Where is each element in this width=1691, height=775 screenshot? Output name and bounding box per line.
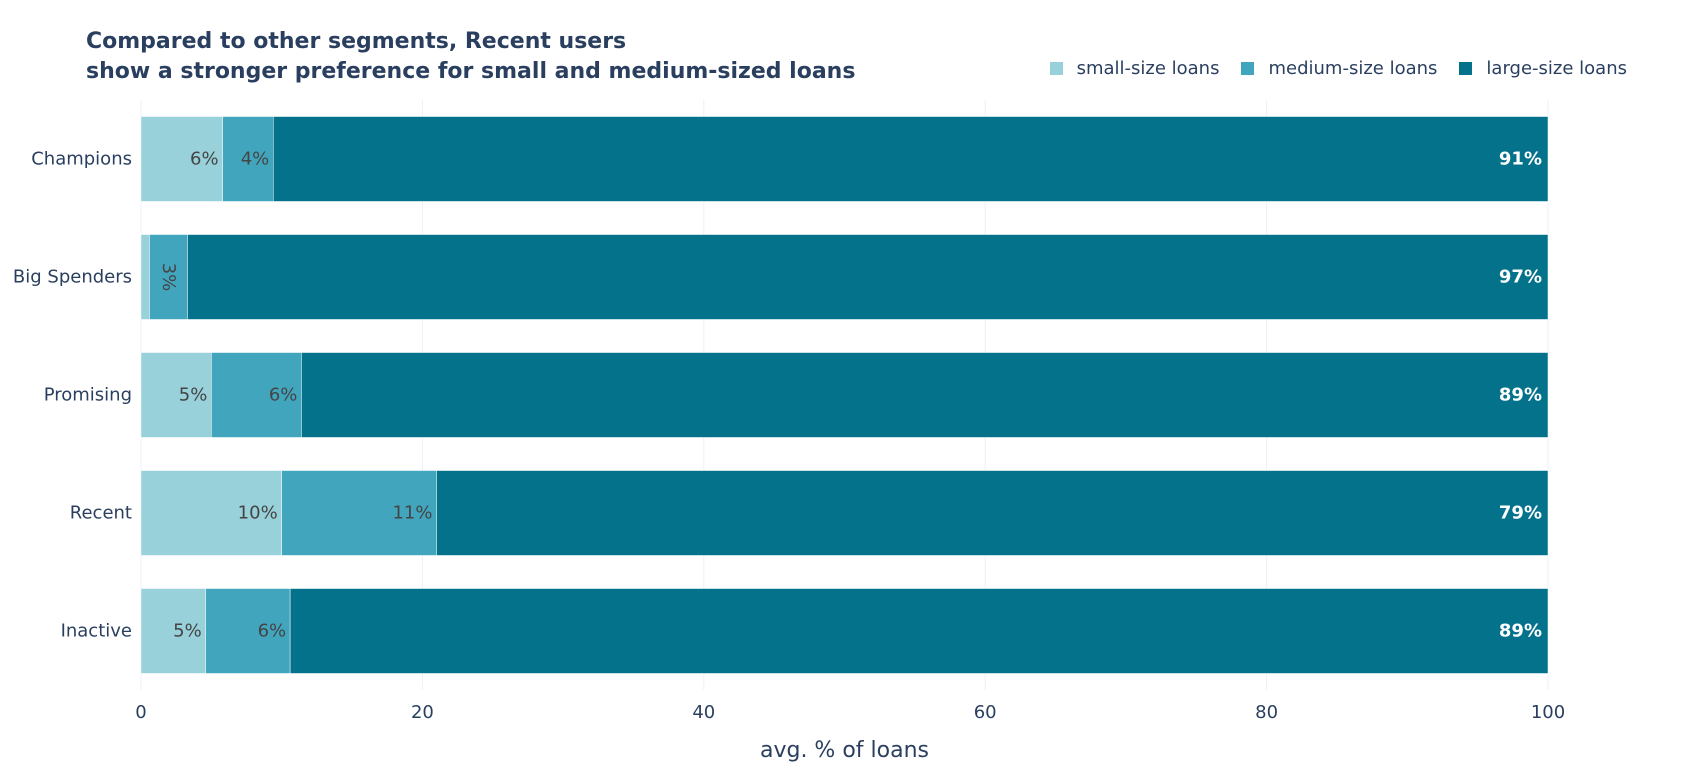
bar-0-2 [273, 116, 1549, 202]
bar-label-3-0: 10% [238, 503, 278, 524]
x-tick-label-4: 80 [1255, 702, 1278, 723]
legend-swatch-large [1459, 62, 1473, 75]
bar-label-3-2: 79% [1499, 503, 1542, 524]
bar-0-1 [222, 116, 274, 202]
legend-swatch-medium [1241, 62, 1255, 75]
bar-label-0-2: 91% [1499, 149, 1542, 170]
category-label-3: Recent [70, 503, 132, 524]
bar-label-2-1: 6% [269, 385, 298, 406]
bar-4-0 [140, 588, 206, 674]
bar-label-0-0: 6% [190, 149, 219, 170]
bar-label-4-1: 6% [258, 621, 287, 642]
bar-0-0 [140, 116, 223, 202]
bar-label-4-2: 89% [1499, 621, 1542, 642]
legend-item-small[interactable]: small-size loans [1049, 58, 1220, 79]
category-label-2: Promising [44, 385, 132, 406]
bar-1-1 [149, 234, 188, 320]
legend-label-small: small-size loans [1076, 58, 1220, 79]
bar-2-1 [211, 352, 302, 438]
bar-4-2 [289, 588, 1549, 674]
bar-label-0-1: 4% [241, 149, 270, 170]
x-axis-title: avg. % of loans [760, 738, 929, 763]
bar-2-2 [301, 352, 1549, 438]
bar-label-2-2: 89% [1499, 385, 1542, 406]
chart-legend: small-size loans medium-size loans large… [1028, 58, 1627, 79]
bar-2-0 [140, 352, 212, 438]
bar-1-0 [140, 234, 150, 320]
bar-label-1-2: 97% [1499, 267, 1542, 288]
legend-label-large: large-size loans [1486, 58, 1627, 79]
bar-1-2 [187, 234, 1549, 320]
bar-label-2-0: 5% [179, 385, 208, 406]
chart-title-line-2: show a stronger preference for small and… [86, 59, 856, 84]
bar-3-2 [436, 470, 1549, 556]
x-tick-label-3: 60 [974, 702, 997, 723]
legend-label-medium: medium-size loans [1268, 58, 1438, 79]
category-label-0: Champions [31, 149, 132, 170]
bar-label-4-0: 5% [173, 621, 202, 642]
category-label-4: Inactive [61, 621, 132, 642]
bar-label-1-1: 3% [158, 263, 179, 292]
category-label-1: Big Spenders [13, 267, 132, 288]
chart-title-line-1: Compared to other segments, Recent users [86, 29, 627, 54]
legend-item-medium[interactable]: medium-size loans [1241, 58, 1437, 79]
x-tick-label-5: 100 [1531, 702, 1565, 723]
legend-item-large[interactable]: large-size loans [1459, 58, 1627, 79]
x-tick-label-0: 0 [135, 702, 146, 723]
chart-title: Compared to other segments, Recent users… [86, 27, 855, 87]
bar-label-3-1: 11% [392, 503, 432, 524]
legend-swatch-small [1049, 62, 1063, 75]
bar-3-1 [281, 470, 437, 556]
x-tick-label-2: 40 [692, 702, 715, 723]
bar-3-0 [140, 470, 282, 556]
x-tick-label-1: 20 [411, 702, 434, 723]
